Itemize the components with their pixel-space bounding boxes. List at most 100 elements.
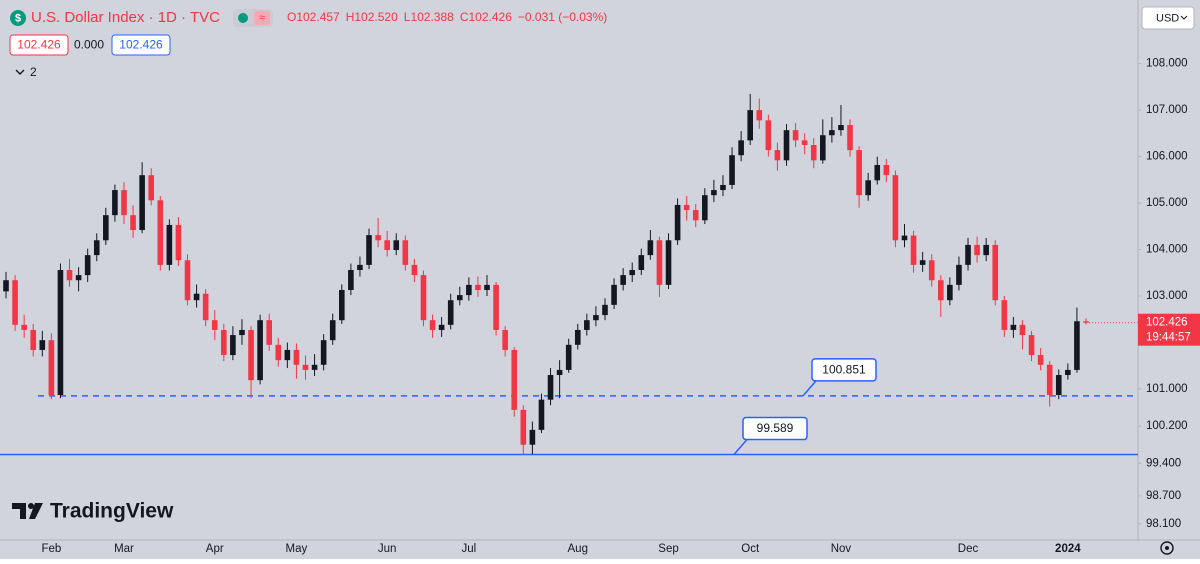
x-tick-label: May [286,543,308,555]
candle-body [538,399,545,430]
candle-body [729,155,735,185]
last-price-box [1138,313,1200,346]
candle-body [184,260,191,301]
y-tick-label: 103.000 [1146,290,1188,302]
candle-body [112,190,118,216]
chart-title: U.S. Dollar Index · 1D · TVC [31,9,220,26]
candle-body [593,315,599,321]
watermark: TradingView [50,500,174,523]
candle-body [402,240,409,265]
candle-body [438,324,445,330]
ohlc-value: L102.388 [404,10,454,24]
y-tick-label: 105.000 [1146,197,1188,209]
y-tick-label: 108.000 [1146,58,1188,70]
candle-body [692,210,699,221]
candle-body [411,264,418,276]
candle-body [565,344,572,370]
candle-body [57,270,64,396]
candle-body [901,235,908,241]
candle-body [856,150,862,196]
candle-body [139,175,145,231]
candle-body [275,344,282,361]
candle-body [1010,324,1017,330]
currency: USD [1156,12,1179,24]
candle-body [1083,321,1089,323]
candle-body [783,130,790,161]
candle-body [747,110,754,141]
indicator-count: 2 [30,65,37,79]
candle-body [130,215,136,231]
candle-body [447,300,454,325]
y-tick-label: 98.700 [1146,490,1181,502]
ohlc-value: H102.520 [346,10,398,24]
x-tick-label: Apr [206,543,224,555]
candle-body [656,240,663,285]
candle-body [765,120,772,151]
candle-body [865,180,871,196]
candle-body [1074,321,1080,370]
candle-body [602,304,608,316]
candle-body [738,140,744,156]
candle-body [756,110,763,121]
candle-body [375,235,381,241]
candle-body [493,284,499,330]
currency-box[interactable] [1141,6,1195,30]
buy-box[interactable] [111,34,171,56]
candle-body [1019,324,1026,336]
candle-body [121,190,127,216]
candle-body [429,320,436,330]
x-tick-label: Jul [462,543,477,555]
candle-body [248,329,254,381]
ohlc-value: C102.426 [460,10,512,24]
x-tick-label: Feb [41,543,61,555]
x-tick-label: Mar [114,543,134,555]
candle-body [93,240,100,256]
candle-body [21,324,27,330]
candle-body [329,320,336,341]
candle-body [629,270,636,276]
candle-body [293,349,300,365]
candle-body [992,244,999,301]
candle-body [84,255,91,276]
ohlc-value: −0.031 (−0.03%) [518,10,607,24]
candle-body [3,280,9,292]
candle-body [820,135,826,161]
candle-body [1001,300,1008,330]
candle-body [320,340,327,365]
settings-icon[interactable] [1160,541,1174,555]
candle-body [974,244,980,256]
candle-body [393,240,400,251]
callout-label: 99.589 [757,421,794,435]
candle-body [520,409,527,445]
spread: 0.000 [74,38,104,52]
callout-label: 100.851 [822,363,866,377]
y-tick-label: 101.000 [1146,383,1188,395]
indicator-toggle[interactable] [15,69,25,75]
countdown: 19:44:57 [1146,332,1191,344]
candle-body [511,349,518,410]
y-tick-label: 104.000 [1146,244,1188,256]
currency-arrow [1180,15,1188,20]
x-tick-label: Dec [958,543,979,555]
candle-body [30,329,37,350]
sell-box[interactable] [9,34,69,56]
candle-body [484,284,490,290]
candle-body [547,375,554,400]
callout-box[interactable] [811,358,877,382]
candle-body [202,293,209,321]
candle-body [166,224,173,265]
candle-body [874,164,881,181]
x-tick-label: Sep [658,543,678,555]
watermark-logo [12,503,43,519]
candle-body [148,175,155,201]
candle-body [1037,355,1044,365]
callout-box[interactable] [742,416,808,441]
candle-body [1046,364,1053,396]
candle-body [810,144,817,161]
candle-body [937,280,944,301]
candle-body [983,244,989,256]
candle-body [384,240,390,251]
candle-body [683,204,690,211]
candle-body [456,295,463,301]
candle-body [257,320,263,381]
